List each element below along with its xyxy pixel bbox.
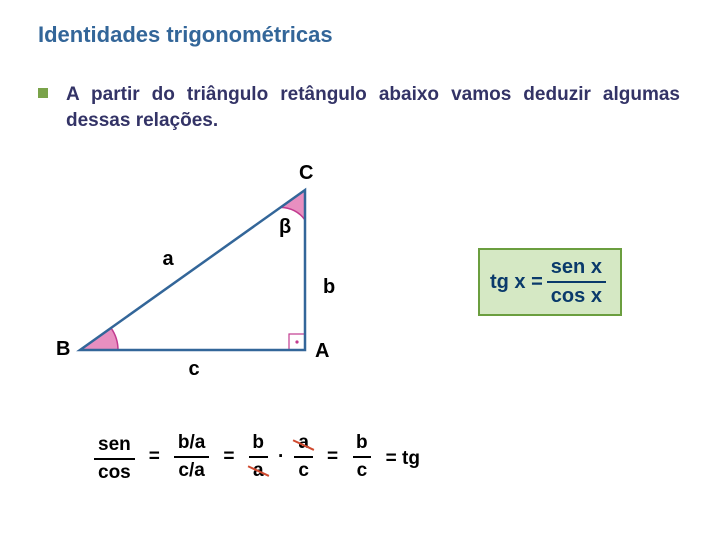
vertex-B-label: B (56, 338, 70, 361)
ca: c/a (174, 456, 208, 482)
frac-b-a: b a (248, 432, 268, 482)
vertex-A-label: A (315, 340, 329, 363)
side-b-label: b (323, 276, 335, 299)
triangle-diagram: B C A a b c β (60, 170, 400, 390)
equals-2: = (223, 446, 234, 468)
identity-fraction: sen x cos x (547, 256, 606, 308)
identity-numerator: sen x (547, 256, 606, 281)
cos-alpha: cos (94, 458, 135, 484)
identity-denominator: cos x (547, 281, 606, 308)
tangent-identity-box: tg x = sen x cos x (478, 248, 622, 316)
page-title: Identidades trigonométricas (38, 22, 333, 48)
frac-ba-ca: b/a c/a (174, 432, 209, 482)
bullet-square-icon (38, 88, 48, 98)
dot: · (278, 446, 284, 468)
bullet-row: A partir do triângulo retângulo abaixo v… (38, 82, 680, 133)
b1: b (248, 432, 268, 456)
derivation-equation: sen cos = b/a c/a = b a · a c = b c = tg (90, 430, 428, 484)
c1: c (294, 456, 313, 482)
eq-tg: = tg (386, 444, 420, 470)
identity-lhs: tg x = (490, 271, 543, 294)
b2: b (352, 432, 372, 456)
frac-a-c: a c (294, 432, 313, 482)
triangle-svg (60, 170, 400, 390)
bullet-text: A partir do triângulo retângulo abaixo v… (66, 82, 680, 133)
sen-alpha: sen (94, 430, 135, 458)
equals-1: = (149, 446, 160, 468)
frac-sen-cos: sen cos (94, 430, 135, 484)
angle-beta-label: β (279, 216, 291, 239)
side-c-label: c (189, 358, 200, 381)
frac-b-c: b c (352, 432, 372, 482)
c2: c (353, 456, 372, 482)
equals-3: = (327, 446, 338, 468)
vertex-C-label: C (299, 162, 313, 185)
side-a-label: a (163, 248, 174, 271)
a2-struck: a (294, 432, 313, 456)
ba: b/a (174, 432, 209, 456)
a1-struck: a (249, 456, 268, 482)
